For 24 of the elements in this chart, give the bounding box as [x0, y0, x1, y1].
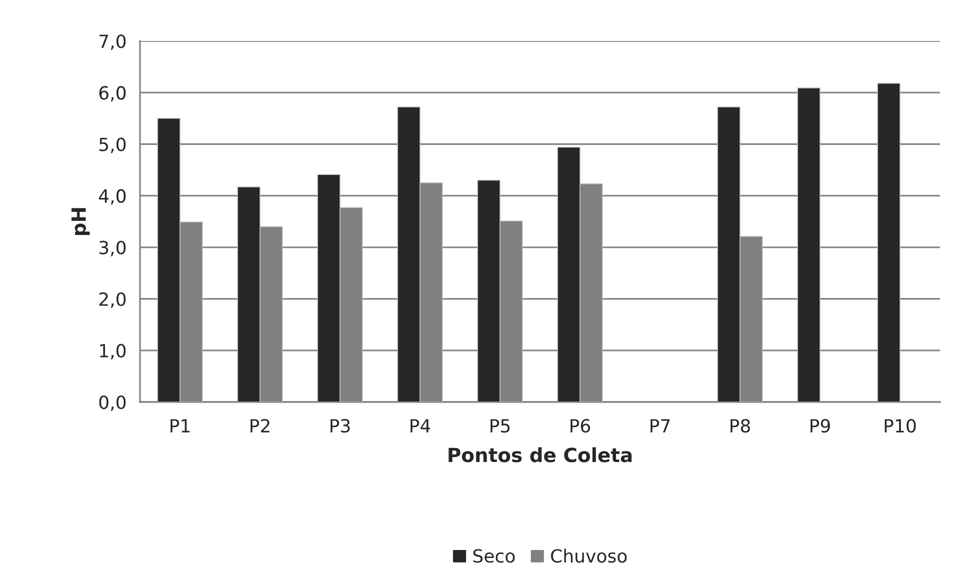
- x-tick-label: P10: [884, 418, 916, 433]
- y-tick-label: 7,0: [100, 34, 126, 50]
- x-tick-label: P8: [730, 418, 750, 433]
- x-tick-label: P6: [570, 418, 590, 433]
- legend-label: Chuvoso: [551, 548, 627, 563]
- legend-label: Seco: [473, 549, 515, 563]
- x-tick-label: P5: [490, 419, 510, 433]
- x-tick-label: P3: [330, 418, 350, 433]
- x-axis-title: Pontos de Coleta: [448, 447, 632, 462]
- x-tick-label: P7: [650, 419, 670, 432]
- x-tick-label: P1: [170, 419, 190, 432]
- x-tick-label: P9: [810, 418, 830, 433]
- y-tick-label: 2,0: [99, 292, 126, 308]
- y-tick-label: 1,0: [100, 344, 126, 360]
- bar: [877, 82, 900, 402]
- x-tick-label: P2: [250, 418, 270, 432]
- x-tick-label: P4: [410, 419, 430, 432]
- y-tick-label: 0,0: [99, 395, 126, 411]
- y-tick-label: 5,0: [99, 138, 126, 154]
- bar: [797, 88, 820, 402]
- y-tick-label: 3,0: [99, 240, 126, 256]
- y-tick-label: 4,0: [98, 189, 126, 205]
- y-tick-label: 6,0: [99, 86, 126, 102]
- y-axis-title: pH: [72, 208, 90, 235]
